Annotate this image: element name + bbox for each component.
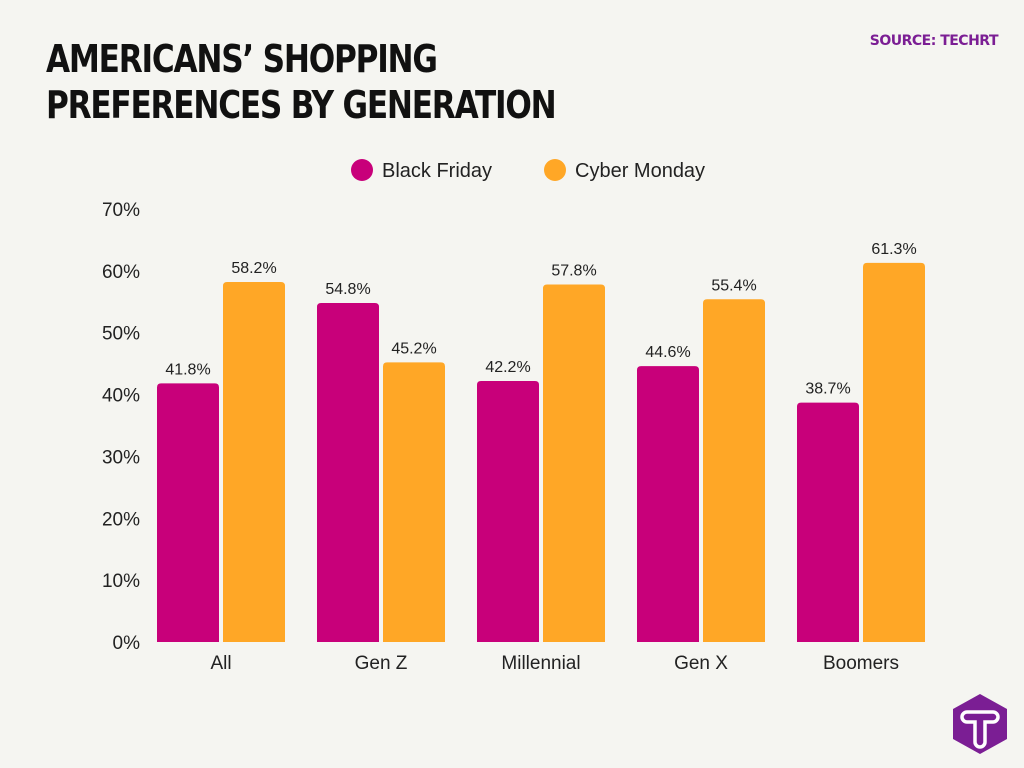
- bar-cyber-monday: [543, 284, 605, 642]
- x-tick-label: All: [210, 653, 231, 674]
- y-tick-label: 10%: [102, 571, 140, 592]
- chart-title: Americans’ Shopping Preferences by Gener…: [46, 37, 557, 127]
- techrt-logo: [953, 694, 1007, 754]
- legend-marker: [544, 159, 566, 181]
- data-label: 57.8%: [551, 262, 596, 279]
- data-label: 61.3%: [871, 241, 916, 258]
- y-tick-label: 60%: [102, 262, 140, 283]
- y-tick-label: 40%: [102, 386, 140, 407]
- data-label: 45.2%: [391, 340, 436, 357]
- data-label: 55.4%: [711, 277, 756, 294]
- data-label: 58.2%: [231, 260, 276, 277]
- bar-black-friday: [637, 366, 699, 642]
- x-tick-label: Boomers: [823, 653, 899, 674]
- bar-black-friday: [317, 303, 379, 642]
- x-tick-label: Gen X: [674, 653, 728, 674]
- source-label: SOURCE: TECHRT: [869, 33, 999, 49]
- bar-cyber-monday: [383, 362, 445, 642]
- bar-cyber-monday: [863, 262, 925, 642]
- logo-t-icon: [960, 710, 1000, 749]
- logo-hexagon: [953, 694, 1007, 754]
- legend-label: Black Friday: [382, 160, 492, 182]
- data-label: 41.8%: [165, 361, 210, 378]
- legend-marker: [351, 159, 373, 181]
- y-tick-label: 30%: [102, 447, 140, 468]
- bar-black-friday: [797, 402, 859, 642]
- bar-cyber-monday: [223, 281, 285, 642]
- y-tick-label: 70%: [102, 200, 140, 221]
- bar-black-friday: [157, 383, 219, 642]
- data-label: 54.8%: [325, 281, 370, 298]
- data-label: 44.6%: [645, 344, 690, 361]
- x-tick-label: Millennial: [501, 653, 580, 674]
- y-tick-label: 0%: [113, 633, 141, 654]
- legend-label: Cyber Monday: [575, 160, 705, 182]
- bar-black-friday: [477, 380, 539, 642]
- bar-cyber-monday: [703, 299, 765, 642]
- y-tick-label: 20%: [102, 509, 140, 530]
- data-label: 42.2%: [485, 359, 530, 376]
- y-tick-label: 50%: [102, 324, 140, 345]
- data-label: 38.7%: [805, 381, 850, 398]
- x-tick-label: Gen Z: [355, 653, 408, 674]
